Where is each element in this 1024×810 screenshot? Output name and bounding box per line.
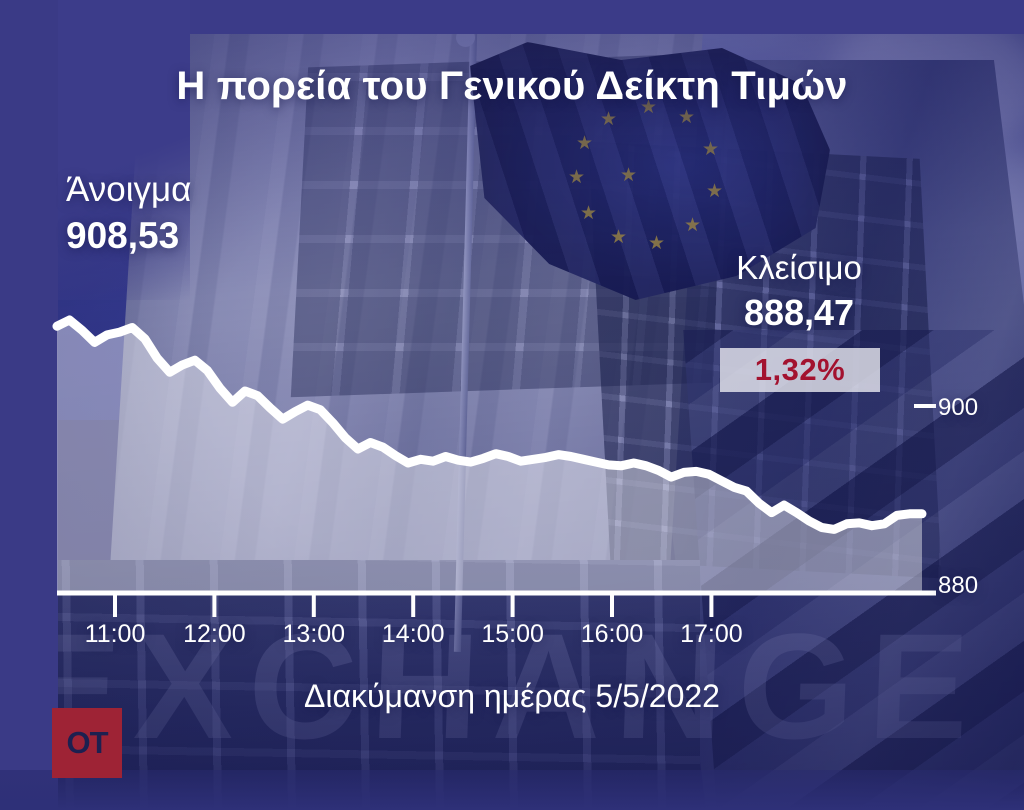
ot-logo-text: OT: [66, 725, 108, 760]
opening-value: 908,53: [66, 215, 180, 256]
bottom-edge-band: [0, 770, 1024, 810]
x-tick-label: 14:00: [381, 620, 445, 648]
chart-line: [52, 315, 927, 534]
x-tick-label: 13:00: [282, 620, 346, 648]
x-tick-label: 16:00: [580, 620, 644, 648]
closing-value: 888,47: [743, 292, 855, 333]
change-percent-badge: 1,32%: [720, 348, 880, 392]
chart-axes: [57, 404, 936, 617]
x-tick-label: 12:00: [183, 620, 246, 648]
opening-label: Άνοιγμα: [66, 170, 192, 209]
left-edge-band: [0, 0, 58, 810]
opening-value-block: Άνοιγμα 908,53: [66, 168, 191, 260]
page-title: Η πορεία του Γενικού Δείκτη Τιμών: [176, 64, 848, 108]
ot-logo: OT: [52, 708, 122, 778]
chart-caption: Διακύμανση ημέρας 5/5/2022: [304, 678, 720, 714]
x-tick-label: 15:00: [481, 620, 544, 648]
y-tick-label-880: 880: [938, 572, 979, 599]
y-tick-label-900: 900: [938, 394, 979, 421]
closing-label: Κλείσιμο: [736, 249, 862, 286]
x-tick-label: 11:00: [84, 620, 146, 648]
x-tick-label: 17:00: [680, 620, 743, 648]
closing-value-block: Κλείσιμο 888,47: [704, 246, 894, 336]
